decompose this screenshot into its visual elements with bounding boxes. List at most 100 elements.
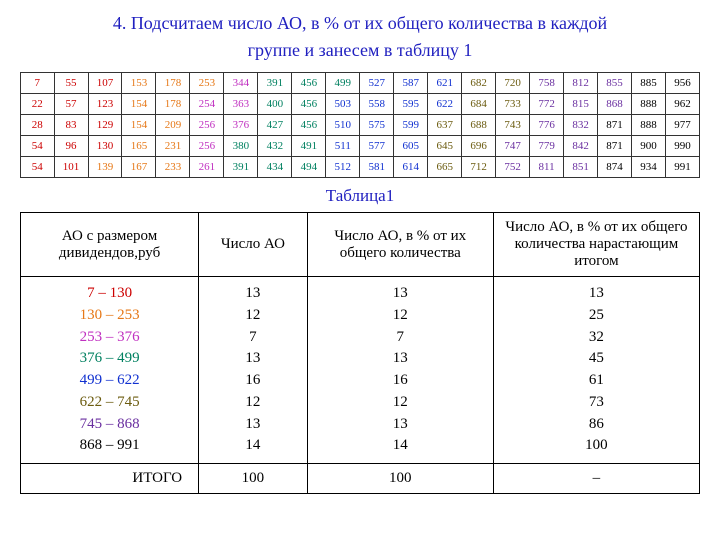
grid-cell: 990 xyxy=(665,136,699,157)
grid-cell: 363 xyxy=(224,94,258,115)
grid-cell: 344 xyxy=(224,73,258,94)
grid-cell: 581 xyxy=(360,157,394,178)
grid-cell: 621 xyxy=(428,73,462,94)
value-line: 13 xyxy=(318,348,483,370)
grid-cell: 510 xyxy=(326,115,360,136)
grid-cell: 129 xyxy=(88,115,122,136)
value-line: 100 xyxy=(504,435,689,457)
header-row: АО с размером дивидендов,руб Число АО Чи… xyxy=(21,213,700,277)
grid-cell: 577 xyxy=(360,136,394,157)
value-line: 12 xyxy=(318,305,483,327)
value-line: 7 xyxy=(209,327,297,349)
grid-cell: 511 xyxy=(326,136,360,157)
grid-cell: 747 xyxy=(496,136,530,157)
grid-cell: 888 xyxy=(632,94,666,115)
grid-cell: 851 xyxy=(564,157,598,178)
data-row: 7 – 130130 – 253253 – 376376 – 499499 – … xyxy=(21,277,700,464)
grid-cell: 83 xyxy=(54,115,88,136)
grid-cell: 107 xyxy=(88,73,122,94)
grid-row: 2883129154209256376427456510575599637688… xyxy=(21,115,700,136)
grid-cell: 7 xyxy=(21,73,55,94)
grid-cell: 956 xyxy=(665,73,699,94)
col-header-range: АО с размером дивидендов,руб xyxy=(21,213,199,277)
grid-cell: 28 xyxy=(21,115,55,136)
grid-cell: 772 xyxy=(530,94,564,115)
grid-cell: 779 xyxy=(530,136,564,157)
grid-cell: 499 xyxy=(326,73,360,94)
grid-cell: 900 xyxy=(632,136,666,157)
grid-row: 5410113916723326139143449451258161466571… xyxy=(21,157,700,178)
grid-cell: 758 xyxy=(530,73,564,94)
summary-table: АО с размером дивидендов,руб Число АО Чи… xyxy=(20,212,700,494)
range-line: 253 – 376 xyxy=(31,327,188,349)
grid-cell: 130 xyxy=(88,136,122,157)
value-line: 61 xyxy=(504,370,689,392)
grid-cell: 688 xyxy=(462,115,496,136)
value-line: 16 xyxy=(318,370,483,392)
total-cum: – xyxy=(493,464,699,494)
grid-row: 2257123154178254363400456503558595622684… xyxy=(21,94,700,115)
grid-cell: 380 xyxy=(224,136,258,157)
grid-cell: 376 xyxy=(224,115,258,136)
count-cell: 131271316121314 xyxy=(199,277,308,464)
grid-cell: 871 xyxy=(598,136,632,157)
grid-cell: 934 xyxy=(632,157,666,178)
grid-cell: 178 xyxy=(156,73,190,94)
grid-cell: 167 xyxy=(122,157,156,178)
value-line: 13 xyxy=(504,283,689,305)
grid-cell: 491 xyxy=(292,136,326,157)
col-header-cum: Число АО, в % от их общего количества на… xyxy=(493,213,699,277)
grid-cell: 743 xyxy=(496,115,530,136)
grid-cell: 874 xyxy=(598,157,632,178)
grid-cell: 55 xyxy=(54,73,88,94)
grid-cell: 256 xyxy=(190,136,224,157)
grid-cell: 622 xyxy=(428,94,462,115)
grid-cell: 991 xyxy=(665,157,699,178)
range-line: 622 – 745 xyxy=(31,392,188,414)
grid-cell: 575 xyxy=(360,115,394,136)
value-line: 12 xyxy=(209,305,297,327)
grid-cell: 812 xyxy=(564,73,598,94)
grid-cell: 665 xyxy=(428,157,462,178)
value-line: 13 xyxy=(209,283,297,305)
value-line: 13 xyxy=(318,414,483,436)
grid-cell: 427 xyxy=(258,115,292,136)
grid-cell: 527 xyxy=(360,73,394,94)
grid-cell: 558 xyxy=(360,94,394,115)
grid-cell: 101 xyxy=(54,157,88,178)
grid-cell: 720 xyxy=(496,73,530,94)
grid-cell: 96 xyxy=(54,136,88,157)
grid-cell: 684 xyxy=(462,94,496,115)
grid-cell: 682 xyxy=(462,73,496,94)
grid-cell: 855 xyxy=(598,73,632,94)
grid-cell: 209 xyxy=(156,115,190,136)
value-line: 86 xyxy=(504,414,689,436)
value-line: 32 xyxy=(504,327,689,349)
range-line: 7 – 130 xyxy=(31,283,188,305)
grid-cell: 434 xyxy=(258,157,292,178)
grid-cell: 587 xyxy=(394,73,428,94)
grid-cell: 456 xyxy=(292,73,326,94)
range-line: 130 – 253 xyxy=(31,305,188,327)
grid-cell: 962 xyxy=(665,94,699,115)
grid-cell: 165 xyxy=(122,136,156,157)
grid-cell: 888 xyxy=(632,115,666,136)
grid-cell: 776 xyxy=(530,115,564,136)
value-line: 12 xyxy=(318,392,483,414)
total-count: 100 xyxy=(199,464,308,494)
value-line: 16 xyxy=(209,370,297,392)
grid-cell: 595 xyxy=(394,94,428,115)
value-line: 25 xyxy=(504,305,689,327)
table-caption: Таблица1 xyxy=(20,186,700,206)
grid-cell: 599 xyxy=(394,115,428,136)
grid-cell: 637 xyxy=(428,115,462,136)
total-percent: 100 xyxy=(307,464,493,494)
grid-cell: 832 xyxy=(564,115,598,136)
value-line: 13 xyxy=(209,348,297,370)
page-title: 4. Подсчитаем число АО, в % от их общего… xyxy=(20,10,700,64)
range-line: 868 – 991 xyxy=(31,435,188,457)
grid-cell: 456 xyxy=(292,94,326,115)
grid-cell: 815 xyxy=(564,94,598,115)
grid-cell: 400 xyxy=(258,94,292,115)
grid-cell: 696 xyxy=(462,136,496,157)
